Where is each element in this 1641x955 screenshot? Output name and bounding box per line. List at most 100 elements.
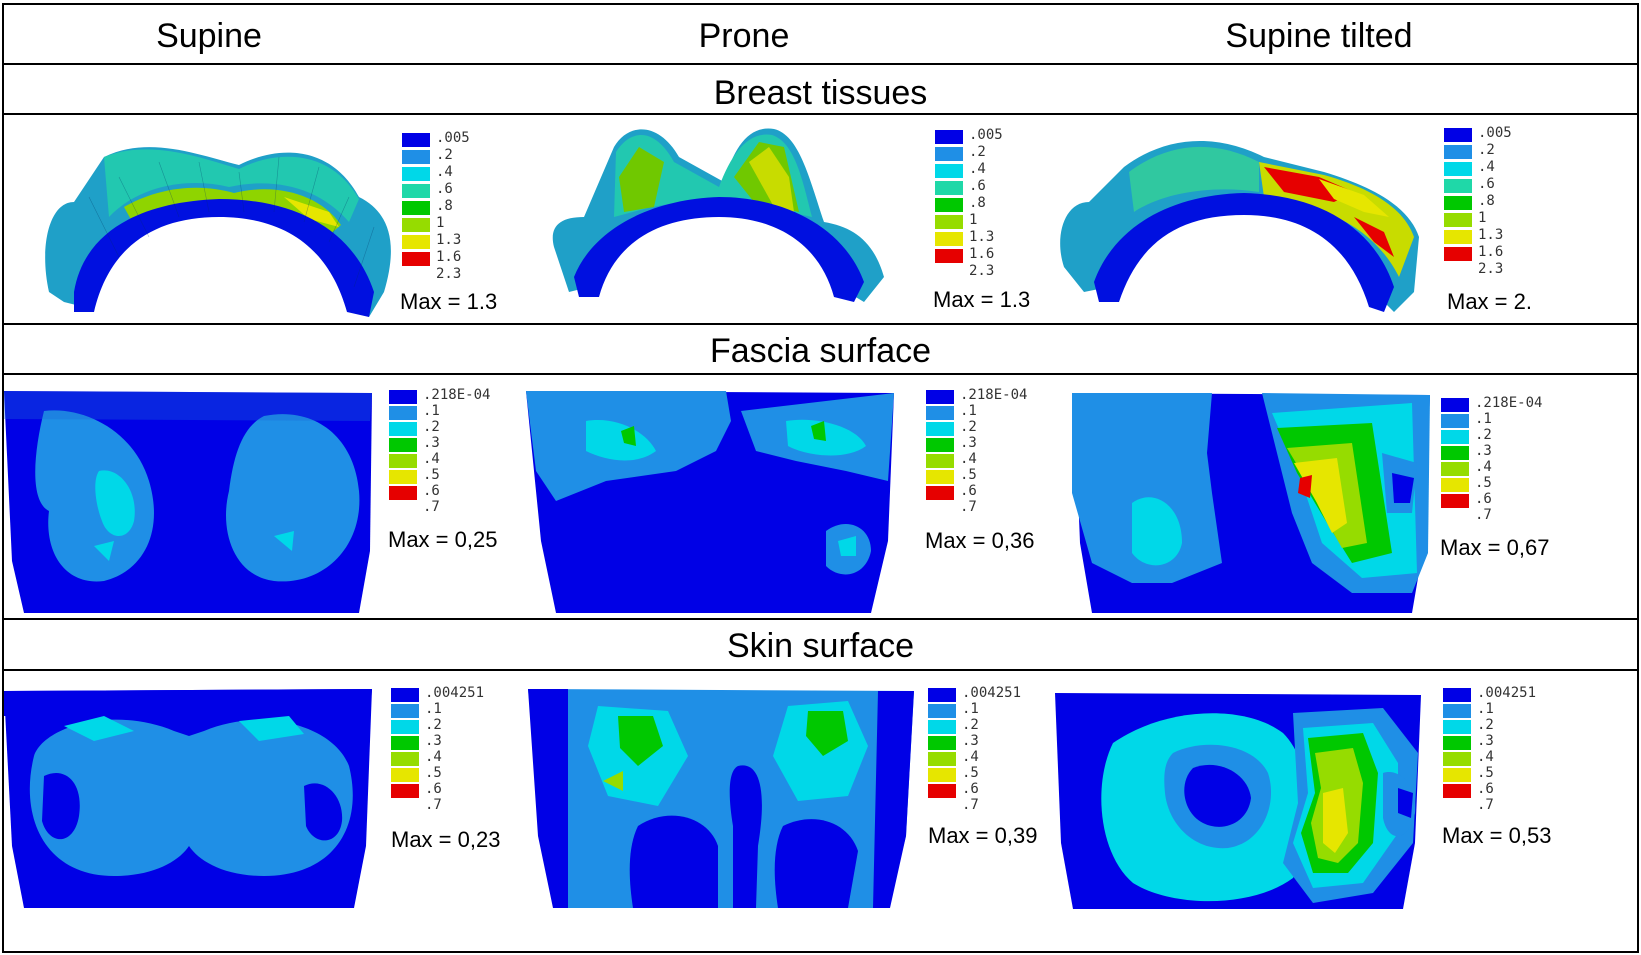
- legend-label: .4: [1475, 459, 1492, 475]
- divider: [4, 618, 1637, 620]
- max-value-fascia-prone: Max = 0,36: [925, 528, 1035, 553]
- legend-swatch: [1441, 462, 1469, 476]
- max-value-breast-supine: Max = 1.3: [400, 289, 498, 314]
- legend-label: .004251: [425, 685, 485, 701]
- legend-label: .5: [423, 467, 440, 483]
- legend-swatch: [1444, 213, 1472, 227]
- legend-swatch: [389, 406, 417, 420]
- legend-swatch: [928, 784, 956, 798]
- legend-label: 2.3: [436, 266, 462, 282]
- legend-label: .6: [423, 483, 440, 499]
- legend-swatch: [928, 688, 956, 702]
- legend-swatch: [391, 752, 419, 766]
- fascia-prone-contour: [526, 391, 894, 613]
- legend-swatch: [928, 736, 956, 750]
- legend-label: .004251: [1477, 685, 1537, 701]
- legend-label: .5: [1477, 765, 1494, 781]
- legend-label: 2.3: [969, 263, 995, 279]
- legend-swatch: [1444, 145, 1472, 159]
- legend-label: .6: [425, 781, 442, 797]
- legend-label: .2: [962, 717, 979, 733]
- legend-label: .5: [960, 467, 977, 483]
- fascia-supine-tilted-contour: [1072, 393, 1430, 613]
- legend-label: .3: [962, 733, 979, 749]
- legend-label: .1: [1477, 701, 1494, 717]
- legend-swatch: [389, 422, 417, 436]
- legend-swatch: [402, 150, 430, 164]
- max-value-fascia-supine: Max = 0,25: [388, 527, 498, 552]
- legend-swatch: [935, 147, 963, 161]
- column-header-supine: Supine: [156, 17, 262, 55]
- legend-label: .5: [1475, 475, 1492, 491]
- legend-swatch: [391, 720, 419, 734]
- legend-label: .1: [425, 701, 442, 717]
- legend-swatch: [1443, 704, 1471, 718]
- legend-label: .8: [969, 195, 986, 211]
- skin-supine-tilted-contour: [1055, 693, 1421, 909]
- legend-label: .218E-04: [423, 387, 491, 403]
- breast-tissue-supine-contour: [45, 147, 391, 317]
- legend-label: .2: [423, 419, 440, 435]
- legend-swatch: [935, 164, 963, 178]
- max-value-skin-supine-tilted: Max = 0,53: [1442, 823, 1552, 848]
- legend-swatch: [391, 768, 419, 782]
- legend-label: .5: [425, 765, 442, 781]
- legend-label: .6: [962, 781, 979, 797]
- legend-swatch: [402, 184, 430, 198]
- legend-label: .3: [1477, 733, 1494, 749]
- legend-label: .6: [1475, 491, 1492, 507]
- legend-swatch: [1441, 414, 1469, 428]
- legend-swatch: [402, 218, 430, 232]
- legend-label: .005: [969, 127, 1003, 143]
- legend-swatch: [935, 181, 963, 195]
- legend-swatch: [935, 215, 963, 229]
- max-value-skin-prone: Max = 0,39: [928, 823, 1038, 848]
- legend-label: 1.3: [436, 232, 462, 248]
- legend-swatch: [926, 406, 954, 420]
- legend-label: .4: [1477, 749, 1494, 765]
- figure-frame: Supine Prone Supine tilted Breast tissue…: [2, 3, 1639, 953]
- column-header-supine-tilted: Supine tilted: [1225, 17, 1413, 55]
- legend-label: .6: [960, 483, 977, 499]
- legend-label: .7: [960, 499, 977, 515]
- fascia-supine-contour: [4, 391, 372, 613]
- legend-label: 2.3: [1478, 261, 1504, 277]
- legend-swatch: [402, 252, 430, 266]
- legend-label: .2: [425, 717, 442, 733]
- legend-label: .3: [423, 435, 440, 451]
- section-title-fascia-surface: Fascia surface: [709, 332, 932, 370]
- legend-swatch: [928, 752, 956, 766]
- max-value-skin-supine: Max = 0,23: [391, 827, 501, 852]
- legend-label: .7: [1475, 507, 1492, 523]
- legend-label: .2: [436, 147, 453, 163]
- divider: [4, 373, 1637, 375]
- legend-swatch: [389, 390, 417, 404]
- legend-label: .4: [423, 451, 440, 467]
- legend-swatch: [935, 232, 963, 246]
- divider: [4, 63, 1637, 65]
- legend-swatch: [926, 422, 954, 436]
- section-title-breast-tissues: Breast tissues: [713, 74, 928, 112]
- legend-swatch: [926, 390, 954, 404]
- legend-swatch: [1441, 478, 1469, 492]
- legend-label: .8: [436, 198, 453, 214]
- legend-swatch: [1441, 398, 1469, 412]
- breast-tissue-prone-contour: [552, 128, 884, 302]
- legend-label: .2: [1478, 142, 1495, 158]
- legend-swatch: [928, 704, 956, 718]
- legend-label: .3: [425, 733, 442, 749]
- max-value-fascia-supine-tilted: Max = 0,67: [1440, 535, 1550, 560]
- legend-label: .5: [962, 765, 979, 781]
- legend-label: .4: [1478, 159, 1495, 175]
- legend-label: 1: [436, 215, 445, 231]
- legend-label: .1: [423, 403, 440, 419]
- legend-label: .005: [1478, 125, 1512, 141]
- legend-swatch: [1444, 230, 1472, 244]
- legend-swatch: [935, 130, 963, 144]
- legend-swatch: [1443, 784, 1471, 798]
- column-header-prone: Prone: [698, 17, 790, 55]
- skin-prone-contour: [528, 689, 914, 908]
- legend-swatch: [391, 736, 419, 750]
- legend-swatch: [391, 784, 419, 798]
- legend-swatch: [389, 486, 417, 500]
